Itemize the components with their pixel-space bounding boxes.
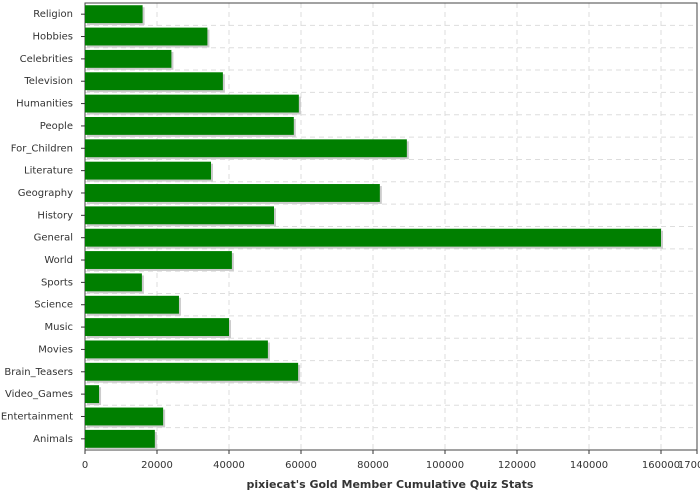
bar <box>85 5 143 24</box>
chart-title: pixiecat's Gold Member Cumulative Quiz S… <box>247 478 534 491</box>
y-tick-label: Religion <box>33 9 73 20</box>
y-tick-label: Literature <box>24 166 73 177</box>
y-tick-label: Hobbies <box>33 32 73 43</box>
bar <box>85 251 232 269</box>
y-tick-label: Brain_Teasers <box>4 367 73 378</box>
x-tick-label: 80000 <box>357 460 389 471</box>
x-tick-label: 140000 <box>570 460 608 471</box>
x-tick-label: 100000 <box>426 460 464 471</box>
y-tick-label: Video_Games <box>5 389 73 400</box>
bar <box>85 318 229 337</box>
bar <box>85 362 299 381</box>
bar <box>85 184 380 202</box>
bar <box>85 273 142 292</box>
y-tick-label: Movies <box>38 344 73 355</box>
bar <box>85 161 211 180</box>
y-tick-label: Humanities <box>16 99 73 110</box>
bar <box>85 94 299 113</box>
bar <box>85 385 100 404</box>
bar <box>85 340 268 359</box>
bar <box>85 27 208 46</box>
bar <box>85 206 274 225</box>
y-tick-label: Television <box>23 76 73 87</box>
bar <box>85 295 179 314</box>
y-tick-label: Geography <box>18 188 73 199</box>
bar <box>85 139 407 158</box>
y-tick-label: History <box>37 210 73 221</box>
bar <box>85 429 155 448</box>
y-tick-label: Entertainment <box>1 411 73 422</box>
bar <box>85 116 294 135</box>
y-tick-label: For_Children <box>11 143 73 154</box>
y-tick-label: Celebrities <box>20 54 73 65</box>
y-tick-label: Music <box>45 322 73 333</box>
bar <box>85 72 223 91</box>
x-tick-label: 40000 <box>213 460 245 471</box>
y-tick-label: General <box>34 233 73 244</box>
x-tick-label: 20000 <box>141 460 173 471</box>
x-tick-label: 0 <box>82 460 88 471</box>
y-tick-label: World <box>44 255 73 266</box>
x-tick-label: 120000 <box>498 460 536 471</box>
bar <box>85 228 661 247</box>
bar <box>85 407 164 426</box>
x-tick-label: 160000 <box>642 460 680 471</box>
y-tick-label: Animals <box>33 434 73 445</box>
x-tick-label: 60000 <box>285 460 317 471</box>
y-tick-label: Sports <box>41 277 73 288</box>
y-tick-label: People <box>40 121 73 132</box>
y-tick-label: Science <box>34 300 73 311</box>
bar <box>85 49 172 68</box>
plot-border <box>84 2 698 451</box>
x-tick-label: 170000 <box>678 460 700 471</box>
